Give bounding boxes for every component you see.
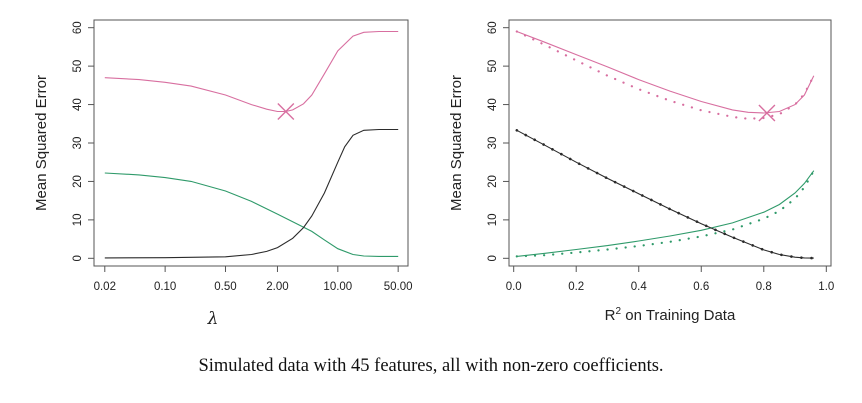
left-xtick-label-10.00: 10.00 — [323, 281, 352, 293]
right-xlabel-sup: 2 — [616, 306, 622, 317]
right-series-0-line — [516, 30, 815, 114]
right-ytick-label-10: 10 — [487, 213, 499, 226]
left-ytick-label-20: 20 — [72, 175, 84, 188]
right-series-3-line — [515, 169, 815, 258]
left-chart: 0 10 20 30 40 50 60 0.02 0.10 0.50 2.00 10.00 50.00 M… — [33, 19, 413, 329]
left-xtick-label-50.00: 50.00 — [384, 281, 413, 293]
left-series-0-line — [104, 30, 399, 113]
right-xlabel-rest: on Training Data — [621, 307, 736, 324]
right-ytick-label-40: 40 — [487, 98, 499, 111]
right-ylabel: Mean Squared Error — [448, 75, 465, 211]
right-series-4-dots — [515, 129, 816, 260]
left-xlabel: λ — [207, 309, 219, 329]
right-xtick-label-0.2: 0.2 — [568, 281, 584, 293]
right-ytick-label-20: 20 — [487, 175, 499, 188]
left-ytick-label-0: 0 — [72, 255, 84, 261]
figure-caption: Simulated data with 45 features, all wit… — [198, 356, 664, 376]
left-plot-frame — [93, 19, 409, 267]
right-plot-frame — [508, 19, 832, 267]
left-ytick-label-40: 40 — [72, 98, 84, 111]
left-xtick-label-2.00: 2.00 — [266, 281, 288, 293]
left-ytick-label-10: 10 — [72, 213, 84, 226]
left-series-2-line — [104, 128, 399, 259]
right-ytick-label-30: 30 — [487, 137, 499, 150]
left-min-marker-0-stroke-b — [277, 102, 295, 120]
left-xtick-label-0.10: 0.10 — [154, 281, 176, 293]
left-ytick-label-60: 60 — [72, 21, 84, 34]
right-xtick-label-0.4: 0.4 — [631, 281, 648, 293]
left-ytick-label-30: 30 — [72, 137, 84, 150]
right-chart: 0 10 20 30 40 50 60 0.0 0.2 0.4 0.6 0.8 1.0 Mean Squa… — [448, 19, 834, 324]
right-series-4-line — [516, 129, 814, 259]
right-xtick-label-0.8: 0.8 — [756, 281, 772, 293]
left-xtick-label-0.02: 0.02 — [94, 281, 116, 293]
right-ytick-label-60: 60 — [487, 21, 499, 34]
right-xlabel-main: R — [605, 307, 616, 324]
right-ytick-label-0: 0 — [487, 255, 499, 261]
right-min-marker-0-stroke-b — [758, 104, 776, 122]
left-xtick-label-0.50: 0.50 — [214, 281, 236, 293]
right-xlabel: R2 on Training Data — [605, 306, 736, 324]
right-ytick-label-50: 50 — [487, 60, 499, 73]
left-series-1-line — [104, 172, 399, 257]
right-xtick-label-0.6: 0.6 — [693, 281, 709, 293]
right-xtick-label-0.0: 0.0 — [506, 281, 522, 293]
right-xtick-label-1.0: 1.0 — [818, 281, 834, 293]
left-ylabel: Mean Squared Error — [33, 75, 50, 211]
right-series-1-line — [515, 30, 815, 120]
right-series-2-line — [516, 170, 815, 257]
left-ytick-label-50: 50 — [72, 60, 84, 73]
left-min-marker-0 — [277, 102, 295, 120]
right-min-marker-0 — [758, 104, 776, 122]
